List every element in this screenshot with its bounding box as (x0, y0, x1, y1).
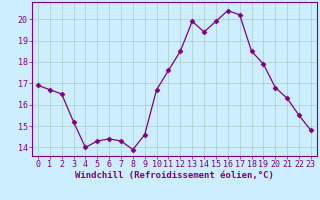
X-axis label: Windchill (Refroidissement éolien,°C): Windchill (Refroidissement éolien,°C) (75, 171, 274, 180)
